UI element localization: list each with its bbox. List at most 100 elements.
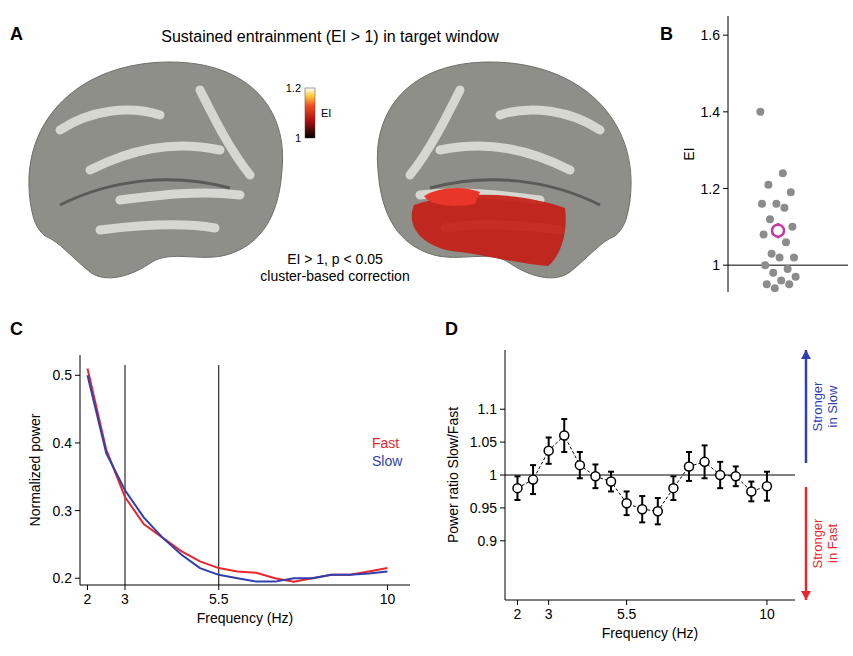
reference-line: [505, 475, 795, 476]
error-cap: [764, 471, 770, 473]
y-tick-label: 0.3: [53, 503, 73, 519]
point: [769, 269, 777, 277]
point: [761, 261, 769, 269]
point: [758, 200, 766, 208]
x-tick: [218, 585, 219, 590]
plot: [505, 419, 795, 524]
y-tick-label: 0.9: [478, 533, 498, 549]
plot: [756, 108, 799, 292]
y-axis-label: Power ratio Slow/Fast: [445, 407, 461, 543]
error-cap: [530, 493, 536, 495]
error-cap: [514, 475, 520, 477]
arrow: [805, 350, 808, 463]
error-cap: [624, 490, 630, 492]
point: [766, 215, 774, 223]
point: [756, 108, 764, 116]
gyrus: [410, 90, 460, 175]
error-cap: [686, 451, 692, 453]
plot: [88, 365, 388, 585]
gyrus: [120, 193, 240, 200]
brain-surface: [377, 62, 631, 278]
y-axis-label: Normalized power: [27, 413, 43, 526]
annotation-line: in Slow: [825, 385, 840, 428]
point: [560, 431, 569, 440]
figure: ASustained entrainment (EI > 1) in targe…: [0, 0, 853, 656]
annotation: Strongerin Fast: [810, 518, 840, 569]
gyrus: [200, 90, 250, 175]
error-cap: [592, 487, 598, 489]
point: [777, 277, 785, 285]
y-tick-label: 1: [489, 467, 497, 483]
annotation: cluster-based correction: [260, 268, 409, 284]
vertical-line: [125, 365, 126, 585]
panel-letter: B: [660, 24, 673, 44]
error-cap: [561, 418, 567, 420]
activation: [412, 195, 566, 266]
x-tick: [87, 585, 88, 590]
x-tick: [626, 600, 627, 605]
y-tick-label: 1.6: [701, 27, 721, 43]
error-cap: [686, 480, 692, 482]
gyrus: [440, 146, 570, 170]
point: [513, 484, 522, 493]
point: [782, 238, 790, 246]
y-tick-label: 1.2: [701, 181, 721, 197]
colorbar: [305, 88, 315, 138]
vertical-line: [218, 365, 219, 585]
y-tick: [500, 409, 505, 410]
x-tick-label: 3: [121, 591, 129, 607]
point: [716, 471, 725, 480]
point: [638, 505, 647, 514]
error-cap: [561, 451, 567, 453]
sylvian-fissure: [60, 180, 230, 205]
x-tick-label: 10: [759, 606, 775, 622]
annotation: Strongerin Slow: [810, 381, 840, 432]
error-cap: [748, 500, 754, 502]
error-cap: [702, 444, 708, 446]
point: [669, 484, 678, 493]
mean: [772, 225, 784, 237]
point: [747, 487, 756, 496]
point: [776, 254, 784, 262]
annotation-line: Stronger: [810, 518, 825, 569]
gyrus: [500, 110, 600, 130]
error-cap: [717, 487, 723, 489]
arrowhead: [801, 350, 811, 359]
arrow: [805, 487, 808, 600]
y-tick: [75, 442, 80, 443]
legend-entry: Slow: [372, 453, 403, 469]
error-cap: [733, 485, 739, 487]
title: Sustained entrainment (EI > 1) in target…: [161, 28, 499, 45]
y-tick-label: 0.95: [470, 500, 497, 516]
error-cap: [670, 499, 676, 501]
y-tick-label: 0.5: [53, 367, 73, 383]
gyrus: [100, 225, 215, 230]
gyrus: [90, 146, 220, 170]
point: [731, 472, 740, 481]
y-tick: [75, 578, 80, 579]
point: [763, 280, 771, 288]
point: [575, 461, 584, 470]
x-tick: [387, 585, 388, 590]
y-tick: [75, 510, 80, 511]
point: [762, 482, 771, 491]
colorbar-label: EI: [321, 107, 331, 119]
annotation-line: Stronger: [810, 381, 825, 432]
point: [772, 200, 780, 208]
point: [591, 472, 600, 481]
y-tick-label: 1.1: [478, 401, 498, 417]
y-axis: [728, 16, 729, 292]
error-cap: [639, 495, 645, 497]
hemisphere: [29, 62, 283, 278]
point: [529, 475, 538, 484]
x-tick-label: 2: [84, 591, 92, 607]
x-tick-label: 3: [545, 606, 553, 622]
y-tick: [500, 507, 505, 508]
x-tick: [766, 600, 767, 605]
error-cap: [702, 477, 708, 479]
error-cap: [592, 463, 598, 465]
y-tick-label: 1.05: [470, 434, 497, 450]
y-tick: [500, 540, 505, 541]
y-tick: [723, 265, 728, 266]
colorbar-tick: 1.2: [286, 82, 301, 94]
